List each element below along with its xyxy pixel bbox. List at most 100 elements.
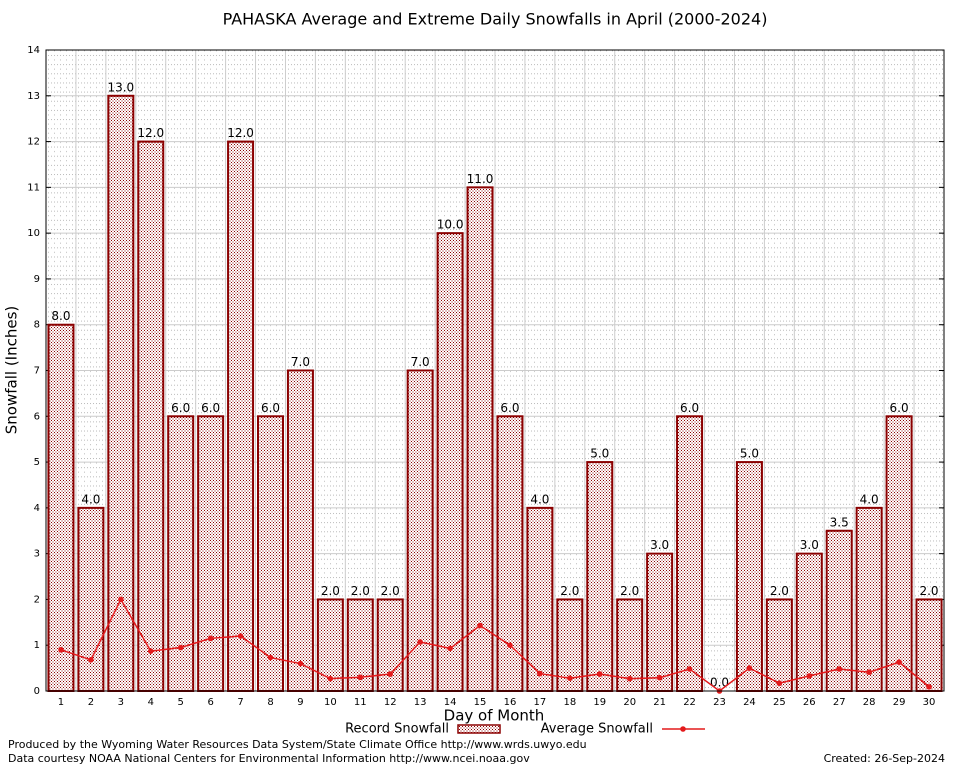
y-tick-label: 2 (34, 594, 40, 605)
value-label: 7.0 (291, 355, 310, 369)
x-tick-label: 23 (713, 697, 726, 708)
x-tick-label: 16 (504, 697, 517, 708)
bar (496, 415, 524, 692)
bar (885, 415, 913, 692)
average-marker (626, 675, 633, 682)
bar (526, 506, 554, 692)
x-tick-label: 5 (178, 697, 184, 708)
x-axis-label: Day of Month (444, 707, 545, 725)
bar (316, 598, 344, 693)
y-tick-label: 11 (27, 182, 40, 193)
average-marker (417, 639, 423, 645)
value-label: 6.0 (500, 401, 519, 415)
y-tick-label: 9 (34, 274, 40, 285)
x-tick-label: 20 (623, 697, 636, 708)
value-label: 4.0 (81, 492, 100, 506)
average-marker (177, 644, 184, 651)
y-tick-label: 4 (34, 503, 40, 514)
plot-frame (45, 49, 945, 692)
value-label: 2.0 (560, 584, 579, 598)
average-marker (926, 684, 932, 690)
average-marker (746, 665, 753, 671)
bar (735, 461, 763, 693)
bar (286, 369, 314, 692)
average-marker (357, 674, 364, 681)
value-label: 12.0 (227, 126, 254, 140)
value-label: 5.0 (590, 447, 609, 461)
bar (676, 415, 704, 692)
x-tick-label: 10 (324, 697, 337, 708)
value-label: 4.0 (530, 492, 549, 506)
bar (436, 232, 464, 692)
value-label: 13.0 (107, 80, 134, 94)
value-label: 12.0 (137, 126, 164, 140)
value-label: 2.0 (321, 584, 340, 598)
average-marker (118, 596, 124, 603)
value-label: 7.0 (411, 355, 430, 369)
value-label: 6.0 (171, 401, 190, 415)
average-marker (327, 675, 334, 682)
bar (376, 598, 404, 693)
value-label: 2.0 (620, 584, 639, 598)
bar (77, 506, 105, 692)
bar (586, 461, 614, 693)
x-tick-label: 15 (474, 697, 487, 708)
y-tick-label: 7 (34, 366, 40, 377)
value-label: 2.0 (770, 584, 789, 598)
average-marker (836, 666, 843, 672)
x-tick-label: 17 (534, 697, 547, 708)
x-tick-label: 21 (653, 697, 666, 708)
value-label: 2.0 (351, 584, 370, 598)
average-line (60, 597, 930, 692)
average-marker (477, 622, 483, 629)
marks: 8.0 4.0 13.0 12.0 6.0 6.0 12.0 6.0 7.0 2.0 2.0 2.0 7… (47, 80, 943, 694)
legend-label: Average Snowfall (541, 722, 653, 737)
average-marker (58, 646, 64, 653)
value-label: 3.5 (830, 515, 849, 529)
value-label: 6.0 (890, 401, 909, 415)
footer-courtesy: Data courtesy NOAA National Centers for … (8, 752, 530, 765)
y-tick-label: 6 (34, 411, 40, 422)
average-marker (866, 669, 872, 676)
x-tick-label: 18 (563, 697, 576, 708)
legend-marker (680, 726, 686, 732)
x-tick-label: 12 (384, 697, 397, 708)
y-tick-label: 10 (27, 228, 40, 239)
average-marker (806, 673, 813, 679)
x-tick-label: 11 (354, 697, 367, 708)
grid (45, 49, 944, 692)
chart-title: PAHASKA Average and Extreme Daily Snowfa… (223, 10, 768, 29)
average-marker (237, 633, 244, 639)
bar (406, 369, 434, 692)
average-marker (507, 642, 513, 649)
bar (107, 94, 135, 693)
average-marker (896, 659, 902, 665)
x-tick-label: 13 (414, 697, 427, 708)
y-tick-label: 14 (27, 45, 40, 56)
average-marker (776, 680, 783, 687)
bar (227, 140, 255, 693)
bar (137, 140, 165, 693)
average-marker (147, 648, 154, 654)
bar (855, 506, 883, 692)
average-marker (207, 635, 214, 642)
x-tick-label: 3 (118, 697, 124, 708)
x-tick-label: 4 (148, 697, 154, 708)
value-label: 6.0 (680, 401, 699, 415)
legend-swatch (457, 724, 501, 734)
y-tick-label: 1 (34, 640, 40, 651)
bar (646, 552, 674, 693)
x-tick-label: 19 (593, 697, 606, 708)
bar (765, 598, 793, 693)
average-marker (596, 671, 603, 677)
average-marker (447, 645, 453, 652)
bar (825, 529, 853, 692)
average-marker (537, 670, 543, 677)
y-tick-label: 12 (27, 137, 40, 148)
value-label: 0.0 (710, 676, 729, 690)
y-tick-label: 0 (34, 686, 40, 697)
y-tick-label: 8 (34, 320, 40, 331)
x-tick-label: 30 (923, 697, 936, 708)
y-axis-label: Snowfall (Inches) (3, 306, 21, 434)
